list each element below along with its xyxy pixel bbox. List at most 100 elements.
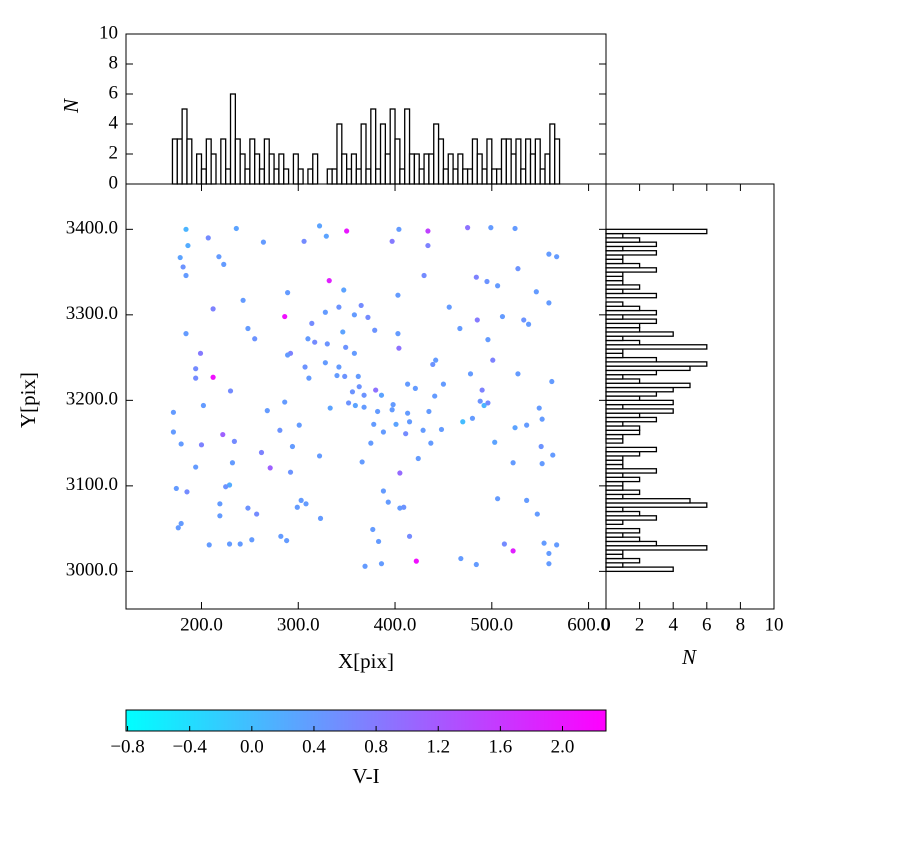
point	[351, 312, 357, 318]
hist-bar	[258, 168, 266, 185]
point	[264, 408, 270, 414]
point	[183, 226, 189, 232]
point	[231, 438, 237, 444]
hist-bar	[171, 138, 178, 185]
hist-bar	[254, 153, 261, 185]
point	[289, 443, 296, 450]
hist-bar	[554, 138, 561, 185]
point	[554, 254, 560, 260]
point	[395, 331, 401, 337]
hist-bar	[292, 153, 299, 185]
x-tick-label: 600.0	[567, 614, 610, 635]
point	[200, 402, 207, 409]
point	[362, 563, 368, 569]
top-hist-label: N	[59, 98, 83, 114]
point	[282, 313, 288, 320]
point	[525, 321, 532, 327]
point	[534, 511, 540, 517]
hist-bar	[220, 138, 227, 185]
point	[349, 389, 356, 395]
point	[490, 357, 496, 363]
point	[415, 455, 421, 462]
hist-bar	[605, 446, 658, 453]
point	[359, 459, 365, 465]
hist-bar	[345, 168, 353, 185]
point	[474, 317, 480, 323]
hist-bar	[278, 153, 285, 185]
point	[495, 496, 501, 502]
point	[198, 442, 205, 448]
y-tick-label: 0	[109, 172, 119, 193]
point	[216, 254, 222, 260]
point	[481, 402, 487, 409]
y-tick-label: 3100.0	[66, 474, 118, 495]
point	[546, 251, 552, 257]
point	[205, 235, 211, 241]
point	[512, 225, 518, 232]
point	[395, 292, 401, 298]
point	[352, 402, 358, 409]
point	[538, 443, 544, 450]
point	[406, 533, 413, 539]
point	[549, 378, 555, 385]
hist-bar	[249, 138, 256, 185]
point	[336, 364, 342, 370]
x-tick-label: 8	[736, 614, 746, 635]
point	[479, 387, 485, 393]
point	[389, 238, 395, 244]
point	[524, 422, 530, 428]
point	[515, 266, 521, 272]
point	[465, 225, 471, 231]
point	[309, 320, 315, 326]
point	[355, 373, 361, 380]
point	[334, 372, 340, 379]
hist-bar	[495, 168, 503, 185]
point	[303, 501, 309, 507]
point	[336, 304, 342, 310]
hist-bar	[336, 123, 343, 185]
point	[267, 465, 273, 471]
point	[368, 440, 374, 446]
hist-bar	[341, 153, 348, 185]
hist-bar	[433, 123, 440, 185]
point	[380, 488, 387, 494]
point	[305, 336, 311, 342]
hist-bar	[399, 168, 406, 185]
point	[298, 497, 304, 503]
point	[361, 392, 367, 398]
point	[217, 513, 223, 519]
hist-bar	[225, 168, 232, 185]
point	[428, 440, 434, 446]
point	[396, 226, 402, 232]
hist-bar	[423, 153, 430, 185]
point	[458, 555, 464, 562]
point	[510, 548, 516, 554]
point	[356, 384, 362, 390]
colorbar-tick-label: 0.4	[302, 736, 326, 757]
point	[393, 421, 399, 427]
y-tick-label: 3300.0	[66, 303, 118, 324]
point	[432, 393, 438, 399]
point	[430, 361, 436, 368]
point	[312, 339, 318, 345]
point	[396, 345, 402, 351]
point	[322, 309, 328, 315]
point	[223, 484, 229, 490]
point	[178, 441, 184, 447]
hist-bar	[195, 153, 203, 185]
point	[378, 392, 385, 398]
point	[193, 375, 199, 381]
hist-bar	[442, 168, 449, 185]
point	[539, 416, 545, 422]
hist-bar	[360, 123, 367, 185]
point	[365, 314, 371, 321]
point	[372, 327, 378, 333]
hist-bar	[205, 138, 212, 185]
point	[220, 431, 226, 438]
point	[227, 388, 234, 394]
point	[252, 336, 258, 342]
hist-bar	[350, 153, 357, 185]
point	[226, 482, 233, 488]
point	[477, 398, 483, 404]
hist-bar	[365, 168, 372, 185]
